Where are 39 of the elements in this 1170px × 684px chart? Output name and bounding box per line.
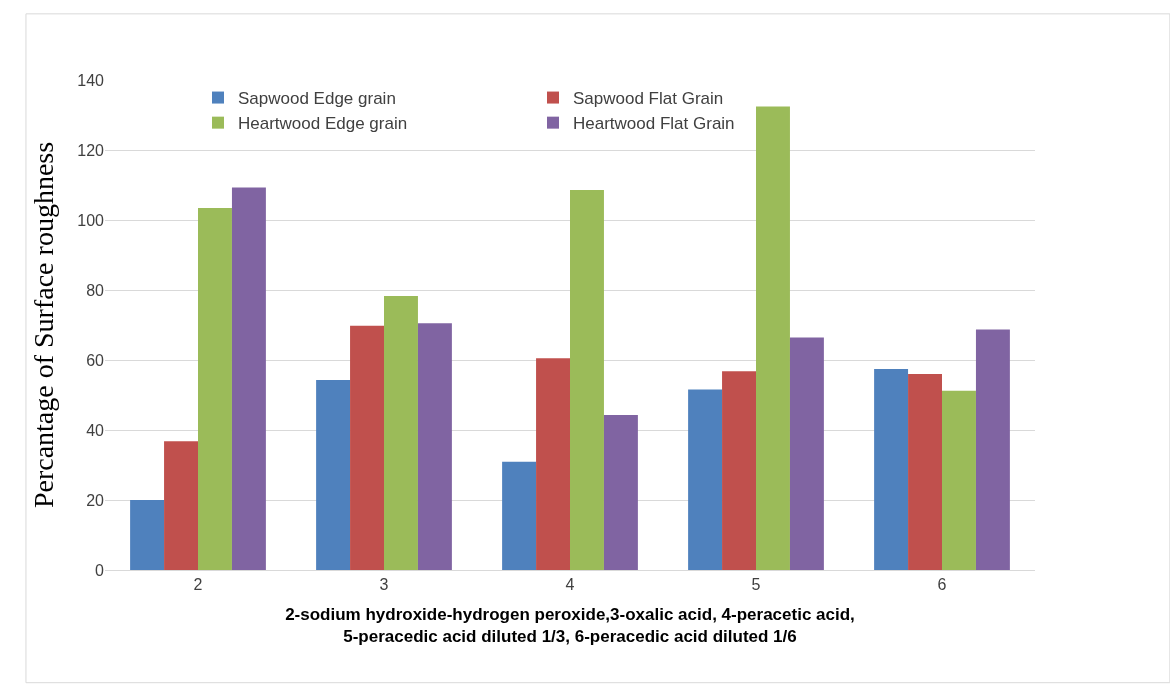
bar bbox=[164, 441, 198, 570]
bar bbox=[874, 369, 909, 570]
bar bbox=[688, 389, 723, 570]
bar bbox=[756, 106, 790, 570]
y-axis-title: Percantage of Surface roughness bbox=[28, 141, 59, 509]
bar bbox=[722, 371, 756, 570]
y-tick-label: 140 bbox=[77, 71, 105, 89]
bar bbox=[536, 358, 570, 570]
legend-label: Heartwood Flat Grain bbox=[573, 114, 735, 134]
x-tick-label: 3 bbox=[379, 576, 389, 594]
bar bbox=[570, 189, 604, 570]
y-tick-label: 40 bbox=[86, 421, 105, 439]
legend-label: Sapwood Edge grain bbox=[238, 89, 396, 109]
x-tick-label: 5 bbox=[751, 576, 761, 594]
y-tick-label: 60 bbox=[86, 351, 105, 369]
bar bbox=[975, 329, 1010, 570]
bar bbox=[789, 337, 824, 570]
x-tick-label: 4 bbox=[565, 576, 575, 594]
x-tick-label: 2 bbox=[193, 576, 203, 594]
bar bbox=[350, 325, 384, 570]
y-tick-label: 0 bbox=[95, 561, 105, 579]
bar bbox=[384, 295, 418, 570]
bar bbox=[908, 374, 942, 570]
bar bbox=[417, 323, 452, 570]
bar bbox=[130, 500, 165, 570]
bar bbox=[942, 390, 976, 570]
legend-label: Sapwood Flat Grain bbox=[573, 89, 724, 109]
bar bbox=[316, 379, 351, 570]
y-tick-label: 100 bbox=[77, 211, 105, 229]
y-tick-label: 120 bbox=[77, 141, 105, 159]
bar bbox=[603, 414, 638, 570]
bar bbox=[502, 461, 537, 570]
y-tick-label: 80 bbox=[86, 281, 105, 299]
x-axis-title: 2-sodium hydroxide-hydrogen peroxide,3-oxalic acid, 4-peracetic acid, 5-peracedic acid diluted 1/3, 6-peracedic acid diluted 1/6 bbox=[285, 604, 855, 646]
bar bbox=[231, 187, 266, 570]
y-tick-label: 20 bbox=[86, 491, 105, 509]
bar bbox=[198, 208, 232, 570]
x-tick-label: 6 bbox=[937, 576, 947, 594]
legend-label: Heartwood Edge grain bbox=[238, 114, 408, 134]
